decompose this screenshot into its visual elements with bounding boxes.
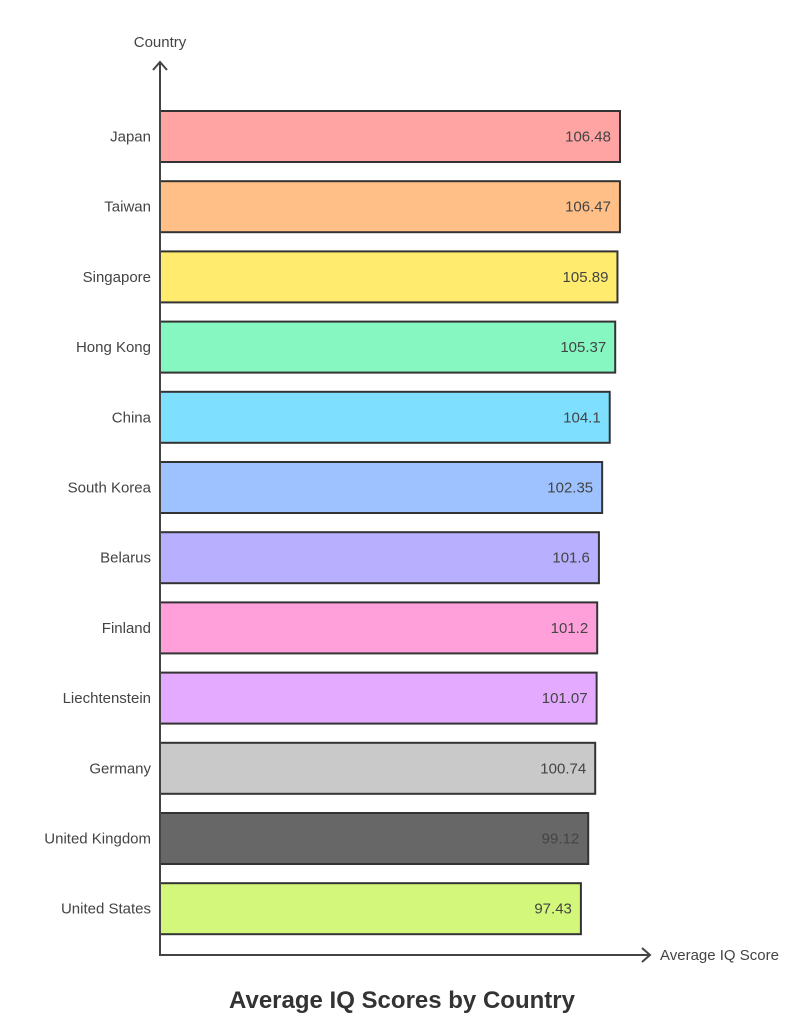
- category-label: China: [112, 409, 152, 426]
- bar-united-kingdom: [159, 812, 590, 865]
- category-label: Hong Kong: [76, 339, 151, 356]
- value-label: 102.35: [547, 480, 593, 497]
- category-label: Belarus: [100, 550, 151, 567]
- bar-japan: [159, 110, 621, 163]
- value-label: 97.43: [534, 901, 572, 918]
- value-label: 104.1: [563, 409, 601, 426]
- x-axis-title: Average IQ Score: [660, 947, 779, 964]
- x-axis-arrow-icon: [641, 947, 652, 963]
- value-label: 100.74: [540, 760, 586, 777]
- category-label: United Kingdom: [44, 831, 151, 848]
- bar-belarus: [159, 531, 600, 585]
- category-label: South Korea: [68, 480, 152, 497]
- bar-china: [159, 390, 611, 444]
- bar-hong-kong: [159, 320, 617, 374]
- y-axis-line: [159, 62, 650, 956]
- y-axis-title: Country: [134, 34, 187, 51]
- bar-taiwan: [159, 180, 621, 234]
- bar-germany: [159, 741, 597, 795]
- value-label: 101.07: [542, 690, 588, 707]
- category-label: Japan: [110, 129, 151, 146]
- bar-finland: [159, 601, 599, 655]
- category-label: United States: [61, 901, 151, 918]
- y-axis-arrow-icon: [152, 60, 168, 71]
- chart-title: Average IQ Scores by Country: [229, 987, 576, 1014]
- bars-group: Japan 106.48 Taiwan 106.47 Singapore 105.89 Ho…: [44, 110, 621, 936]
- axes-group: [152, 60, 652, 963]
- bar-south-korea: [159, 461, 604, 514]
- value-label: 106.47: [565, 199, 611, 216]
- value-label: 105.37: [560, 339, 606, 356]
- bar-united-states: [159, 882, 582, 936]
- value-label: 99.12: [542, 831, 580, 848]
- category-label: Taiwan: [104, 199, 151, 216]
- bar-singapore: [159, 250, 619, 304]
- value-label: 106.48: [565, 129, 611, 146]
- category-label: Liechtenstein: [63, 690, 151, 707]
- category-label: Germany: [89, 760, 151, 777]
- value-label: 101.2: [551, 620, 589, 637]
- value-label: 101.6: [552, 550, 590, 567]
- category-label: Singapore: [83, 269, 151, 286]
- bar-liechtenstein: [159, 671, 598, 725]
- category-label: Finland: [102, 620, 151, 637]
- value-label: 105.89: [563, 269, 609, 286]
